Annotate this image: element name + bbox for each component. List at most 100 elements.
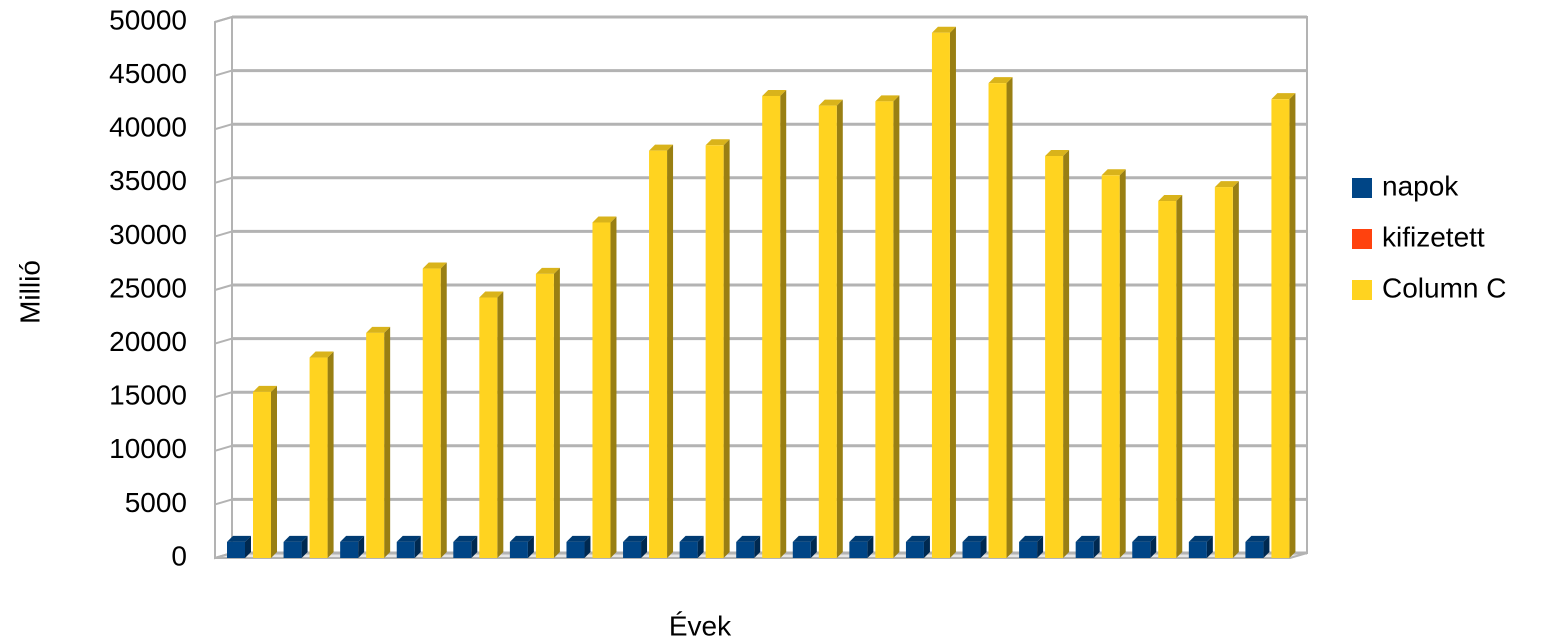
bar	[283, 541, 302, 558]
grid-line-side	[214, 176, 233, 184]
bar-top	[1101, 169, 1126, 176]
bar-top	[1271, 93, 1296, 100]
bar-top	[1132, 535, 1157, 542]
bar-top	[366, 326, 391, 333]
bar-side	[1232, 181, 1239, 558]
bar-side	[327, 351, 334, 558]
bar	[1075, 541, 1094, 558]
bar	[340, 541, 359, 558]
legend-label: napok	[1382, 170, 1459, 201]
bar-top	[623, 535, 648, 542]
bar	[422, 268, 441, 558]
bar	[988, 83, 1007, 558]
bar-side	[1006, 77, 1013, 558]
bar	[253, 391, 271, 558]
bar-top	[283, 535, 308, 542]
bar	[227, 541, 245, 558]
bar-top	[988, 77, 1013, 84]
bar-side	[527, 535, 534, 558]
legend-label: Column C	[1382, 272, 1506, 303]
bar-top	[931, 26, 956, 33]
bar-side	[923, 535, 930, 558]
bar-side	[980, 535, 987, 558]
grid-line-side	[214, 123, 233, 131]
legend-swatch	[1352, 229, 1372, 249]
bar	[931, 32, 950, 559]
bar-side	[1150, 535, 1157, 558]
bar-top	[422, 262, 447, 269]
y-tick-label: 0	[171, 540, 187, 571]
bar-side	[1119, 169, 1126, 558]
y-tick-label: 5000	[125, 487, 187, 518]
y-axis-label: Millió	[14, 260, 45, 324]
bar	[1019, 541, 1038, 558]
bar-side	[1263, 535, 1270, 558]
bar-side	[949, 26, 956, 559]
y-tick-label: 45000	[109, 58, 187, 89]
bar	[736, 541, 755, 558]
bar-top	[253, 385, 277, 392]
bar-top	[1214, 181, 1239, 188]
bar-side	[471, 535, 478, 558]
bar-top	[875, 95, 900, 102]
bar-top	[1019, 535, 1044, 542]
bar	[309, 357, 328, 558]
bar-side	[1206, 535, 1213, 558]
y-tick-label: 25000	[109, 272, 187, 303]
bar-top	[535, 267, 560, 274]
bar-top	[649, 144, 674, 151]
bar-top	[705, 139, 730, 146]
bar	[1158, 201, 1177, 559]
bar	[1214, 187, 1233, 558]
grid-line-side	[214, 444, 233, 452]
bar-side	[440, 262, 447, 558]
bar-side	[754, 535, 761, 558]
bar-side	[1176, 195, 1183, 559]
bar-side	[610, 216, 617, 559]
y-tick-label: 35000	[109, 165, 187, 196]
bar	[875, 101, 894, 558]
bar-top	[1245, 535, 1270, 542]
bar-side	[497, 291, 504, 558]
grid-line-side	[214, 391, 233, 399]
bar-side	[414, 535, 421, 558]
y-tick-label: 40000	[109, 112, 187, 143]
bar-side	[667, 144, 674, 558]
bar-side	[1289, 93, 1296, 559]
bar-top	[592, 216, 617, 223]
bar	[905, 541, 924, 558]
bar-side	[836, 99, 843, 558]
bar-top	[309, 351, 334, 358]
bar	[1101, 175, 1120, 558]
bar-top	[679, 535, 704, 542]
bar	[762, 95, 781, 558]
bar	[1271, 99, 1290, 559]
grid-line-side	[214, 230, 233, 238]
legend-swatch	[1352, 280, 1372, 300]
bar-side	[1063, 150, 1070, 558]
bar	[453, 541, 472, 558]
bar-top	[453, 535, 478, 542]
bar-top	[849, 535, 874, 542]
bar	[1245, 541, 1264, 558]
bar-top	[340, 535, 365, 542]
bar-side	[553, 267, 560, 558]
bar	[792, 541, 811, 558]
bar-top	[479, 291, 504, 298]
bar-side	[301, 535, 308, 558]
bar-side	[584, 535, 591, 558]
bar	[566, 541, 585, 558]
bar	[535, 273, 554, 558]
bar-top	[566, 535, 591, 542]
bar	[1188, 541, 1207, 558]
bar-side	[697, 535, 704, 558]
bar-side	[245, 535, 251, 558]
bar-side	[810, 535, 817, 558]
y-tick-label: 20000	[109, 326, 187, 357]
y-tick-label: 10000	[109, 433, 187, 464]
bar-top	[1188, 535, 1213, 542]
grid-line-side	[214, 284, 233, 291]
bar-top	[1045, 150, 1070, 156]
bar-side	[1093, 535, 1100, 558]
